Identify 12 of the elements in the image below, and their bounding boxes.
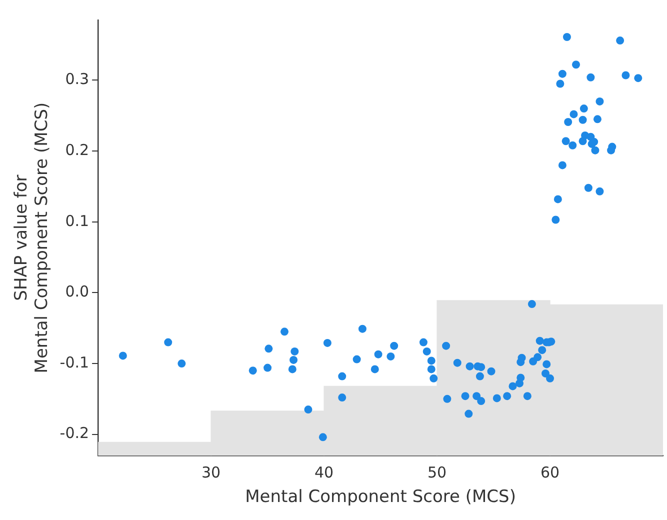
y-tick-label: 0.0 — [65, 282, 90, 301]
y-tick-label: 0.1 — [65, 212, 90, 230]
x-axis-title: Mental Component Score (MCS) — [245, 487, 516, 508]
x-tick-label: 40 — [314, 463, 334, 482]
x-tick-label: 30 — [202, 463, 221, 482]
x-tick-label: 60 — [540, 463, 560, 482]
y-tick-label: 0.2 — [65, 140, 90, 159]
y-axis-title: SHAP value for Mental Component Score (MCS) — [12, 102, 52, 374]
x-tick-label: 50 — [427, 463, 447, 482]
y-tick-label: -0.2 — [60, 424, 90, 442]
y-tick-label: 0.3 — [65, 70, 90, 88]
y-tick-label: -0.1 — [60, 353, 90, 372]
